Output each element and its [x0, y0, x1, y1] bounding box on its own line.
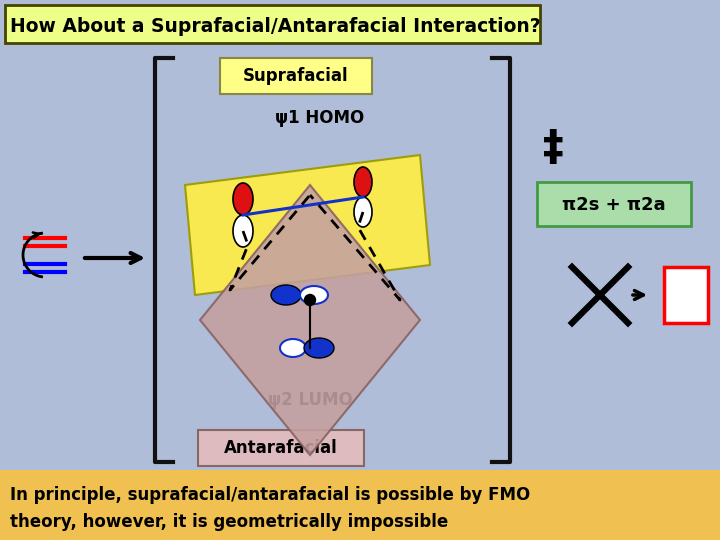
Text: Suprafacial: Suprafacial	[243, 67, 348, 85]
Polygon shape	[200, 185, 420, 455]
Ellipse shape	[300, 286, 328, 304]
Ellipse shape	[271, 285, 301, 305]
Ellipse shape	[233, 183, 253, 215]
FancyBboxPatch shape	[198, 430, 364, 466]
Text: ψ2 LUMO: ψ2 LUMO	[268, 391, 352, 409]
Circle shape	[305, 294, 315, 306]
Ellipse shape	[304, 338, 334, 358]
FancyBboxPatch shape	[5, 5, 540, 43]
FancyBboxPatch shape	[537, 182, 691, 226]
FancyBboxPatch shape	[220, 58, 372, 94]
FancyBboxPatch shape	[664, 267, 708, 323]
Text: ‡: ‡	[543, 127, 563, 169]
Text: theory, however, it is geometrically impossible: theory, however, it is geometrically imp…	[10, 513, 449, 531]
Text: In principle, suprafacial/antarafacial is possible by FMO: In principle, suprafacial/antarafacial i…	[10, 486, 530, 504]
Polygon shape	[185, 155, 430, 295]
Text: ψ1 HOMO: ψ1 HOMO	[275, 109, 364, 127]
Ellipse shape	[280, 339, 306, 357]
Text: Antarafacial: Antarafacial	[224, 439, 338, 457]
Ellipse shape	[233, 215, 253, 247]
Text: π2s + π2a: π2s + π2a	[562, 196, 666, 214]
Ellipse shape	[354, 167, 372, 197]
FancyBboxPatch shape	[0, 470, 720, 540]
Text: How About a Suprafacial/Antarafacial Interaction?: How About a Suprafacial/Antarafacial Int…	[10, 17, 541, 36]
Ellipse shape	[354, 197, 372, 227]
